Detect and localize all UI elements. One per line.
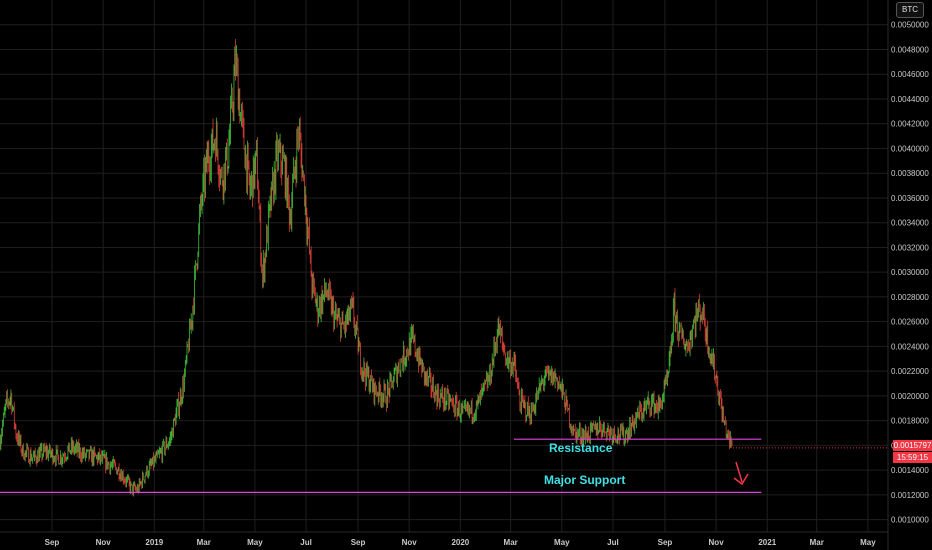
time-axis[interactable]: Sep Nov 2019 Mar May Jul Sep Nov 2020 Mar May Jul Se… [45, 538, 877, 547]
last-price-tag: 0.0015797 [893, 440, 932, 451]
y-tick-label: 0.0024000 [891, 342, 929, 351]
candles-layer [0, 39, 733, 497]
x-tick-label: May [554, 538, 570, 547]
x-tick-label: 2021 [758, 538, 776, 547]
y-tick-label: 0.0028000 [891, 293, 929, 302]
y-tick-label: 0.0010000 [891, 516, 929, 525]
grid-lines [0, 0, 888, 532]
x-tick-label: Jul [300, 538, 312, 547]
y-tick-label: 0.0040000 [891, 144, 929, 153]
y-tick-label: 0.0046000 [891, 70, 929, 79]
x-tick-label: Mar [197, 538, 211, 547]
y-tick-label: 0.0012000 [891, 491, 929, 500]
y-tick-label: 0.0042000 [891, 120, 929, 129]
x-tick-label: Sep [351, 538, 366, 547]
y-tick-label: 0.0022000 [891, 367, 929, 376]
y-tick-label: 0.0020000 [891, 392, 929, 401]
x-tick-label: May [247, 538, 263, 547]
x-tick-label: May [860, 538, 876, 547]
resistance-label: Resistance [549, 441, 613, 455]
y-tick-label: 0.0038000 [891, 169, 929, 178]
y-tick-label: 0.0030000 [891, 268, 929, 277]
x-tick-label: Mar [504, 538, 518, 547]
y-tick-label: 0.0050000 [891, 21, 929, 30]
y-tick-label: 0.0026000 [891, 318, 929, 327]
x-tick-label: Nov [402, 538, 418, 547]
annotation-lines [0, 438, 762, 494]
x-tick-label: Sep [658, 538, 673, 547]
symbol-badge[interactable]: BTC [896, 2, 924, 18]
x-tick-label: Nov [709, 538, 725, 547]
countdown-tag: 15:59:15 [893, 452, 932, 463]
x-tick-label: 2020 [451, 538, 469, 547]
y-tick-label: 0.0018000 [891, 417, 929, 426]
x-tick-label: Nov [96, 538, 112, 547]
y-tick-label: 0.0036000 [891, 194, 929, 203]
down-arrow-icon [733, 461, 749, 486]
x-tick-label: 2019 [145, 538, 163, 547]
y-tick-label: 0.0034000 [891, 219, 929, 228]
x-tick-label: Mar [810, 538, 824, 547]
x-tick-label: Sep [45, 538, 60, 547]
y-tick-label: 0.0048000 [891, 45, 929, 54]
y-tick-label: 0.0014000 [891, 466, 929, 475]
y-tick-label: 0.0032000 [891, 243, 929, 252]
major-support-label: Major Support [544, 473, 625, 487]
x-tick-label: Jul [607, 538, 619, 547]
y-tick-label: 0.0044000 [891, 95, 929, 104]
